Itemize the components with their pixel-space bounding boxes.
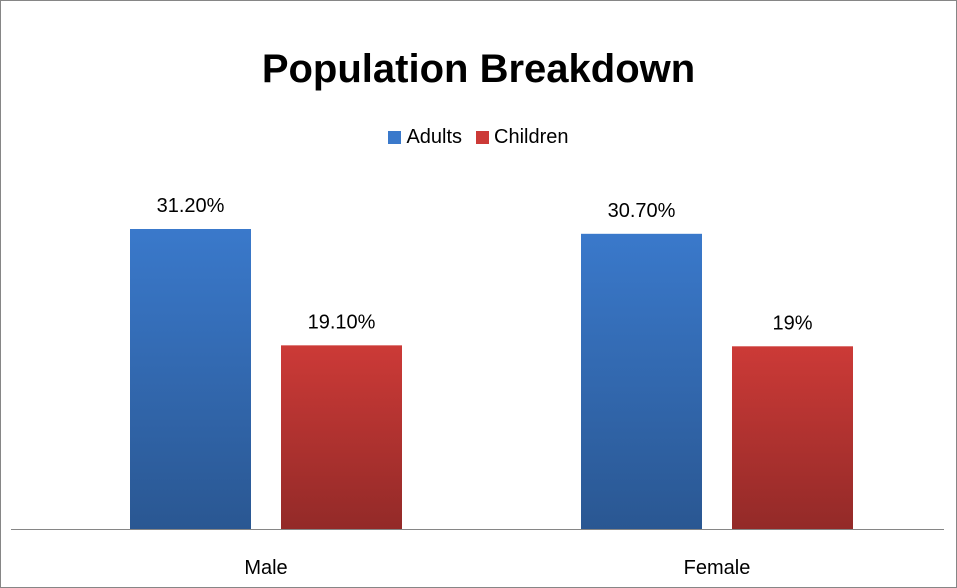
legend-swatch-adults [388,131,402,144]
legend: Adults Children [1,126,956,149]
chart-title: Population Breakdown [261,47,696,91]
legend-label-adults: Adults [406,126,463,148]
legend-item-children: Children [476,126,569,149]
category-label-female: Female [684,557,751,579]
value-label-children-female: 19% [772,312,812,334]
legend-item-adults: Adults [388,126,462,149]
value-label-adults-male: 31.20% [157,195,225,217]
legend-label-children: Children [494,126,569,148]
value-labels-group: 31.20% 19.10% 30.70% 19% [157,195,813,334]
category-label-male: Male [244,557,287,579]
bar-adults-male [130,229,251,529]
bar-children-male [281,345,402,529]
category-labels-group: Male Female [244,557,750,579]
legend-swatch-children [476,131,490,144]
value-label-children-male: 19.10% [308,311,376,333]
bar-children-female [732,346,853,529]
bars-group [130,229,853,530]
value-label-adults-female: 30.70% [608,200,676,222]
bar-adults-female [581,233,702,530]
